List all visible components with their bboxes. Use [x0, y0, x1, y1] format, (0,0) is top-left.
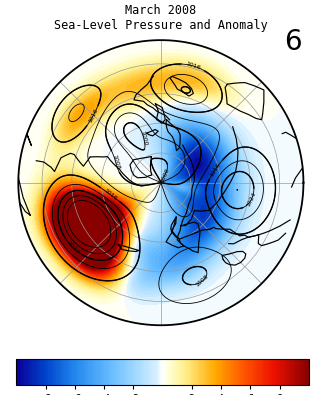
- Point: [158, 179, 163, 186]
- Point: [158, 179, 163, 186]
- Point: [158, 179, 163, 186]
- Point: [158, 179, 163, 186]
- Point: [158, 179, 163, 186]
- Point: [158, 179, 163, 186]
- Point: [158, 179, 163, 186]
- Point: [158, 179, 163, 186]
- Point: [158, 179, 163, 186]
- Point: [158, 179, 163, 186]
- Point: [158, 179, 163, 186]
- Point: [158, 179, 163, 186]
- Point: [158, 179, 163, 186]
- Point: [158, 179, 163, 186]
- Point: [158, 179, 163, 186]
- Point: [158, 179, 163, 186]
- Point: [158, 179, 163, 186]
- Point: [158, 179, 163, 186]
- Point: [158, 179, 163, 186]
- Point: [158, 179, 163, 186]
- Point: [158, 179, 163, 186]
- Text: 1016: 1016: [102, 188, 118, 201]
- Point: [158, 179, 163, 186]
- Point: [158, 179, 163, 186]
- Text: 1016: 1016: [209, 161, 222, 177]
- Point: [158, 179, 163, 186]
- Point: [158, 179, 163, 186]
- Point: [158, 179, 163, 186]
- Point: [158, 179, 163, 186]
- Point: [158, 179, 163, 186]
- Text: 1024: 1024: [66, 240, 80, 255]
- Point: [158, 179, 163, 186]
- Point: [158, 179, 163, 186]
- Point: [158, 179, 163, 186]
- Point: [158, 179, 163, 186]
- Point: [158, 179, 163, 186]
- Point: [158, 179, 163, 186]
- Title: March 2008
Sea-Level Pressure and Anomaly: March 2008 Sea-Level Pressure and Anomal…: [54, 4, 268, 32]
- Point: [158, 179, 163, 186]
- Point: [158, 179, 163, 186]
- Point: [158, 179, 163, 186]
- Text: 1016: 1016: [185, 61, 202, 71]
- Point: [158, 179, 163, 186]
- Point: [158, 179, 163, 186]
- Point: [158, 179, 163, 186]
- Point: [158, 179, 163, 186]
- Point: [158, 179, 163, 186]
- Point: [158, 179, 163, 186]
- Point: [158, 179, 163, 186]
- Point: [158, 179, 163, 186]
- Text: 1000: 1000: [159, 167, 170, 183]
- Point: [158, 179, 163, 186]
- Point: [158, 179, 163, 186]
- Point: [158, 179, 163, 186]
- Point: [158, 179, 163, 186]
- Point: [158, 179, 163, 186]
- Point: [158, 179, 163, 186]
- Point: [158, 179, 163, 186]
- Point: [158, 179, 163, 186]
- Point: [158, 179, 163, 186]
- Point: [158, 179, 163, 186]
- Point: [158, 179, 163, 186]
- Point: [158, 179, 163, 186]
- Text: 1024: 1024: [246, 191, 257, 208]
- Point: [158, 179, 163, 186]
- Point: [158, 179, 163, 186]
- Point: [158, 179, 163, 186]
- Point: [158, 179, 163, 186]
- Point: [158, 179, 163, 186]
- Point: [158, 179, 163, 186]
- Point: [158, 179, 163, 186]
- Text: 1008: 1008: [111, 154, 120, 170]
- Text: 1016: 1016: [87, 108, 99, 124]
- Point: [158, 179, 163, 186]
- Point: [158, 179, 163, 186]
- Text: 1000: 1000: [139, 130, 148, 146]
- Point: [158, 179, 163, 186]
- Text: 6: 6: [284, 28, 302, 56]
- Point: [158, 179, 163, 186]
- Point: [158, 179, 163, 186]
- Point: [158, 179, 163, 186]
- Point: [158, 179, 163, 186]
- Point: [158, 179, 163, 186]
- Point: [158, 179, 163, 186]
- Point: [158, 179, 163, 186]
- Point: [158, 179, 163, 186]
- Point: [158, 179, 163, 186]
- Point: [158, 179, 163, 186]
- Point: [158, 179, 163, 186]
- Point: [158, 179, 163, 186]
- Text: 1008: 1008: [195, 274, 210, 288]
- Point: [158, 179, 163, 186]
- Point: [158, 179, 163, 186]
- Point: [158, 179, 163, 186]
